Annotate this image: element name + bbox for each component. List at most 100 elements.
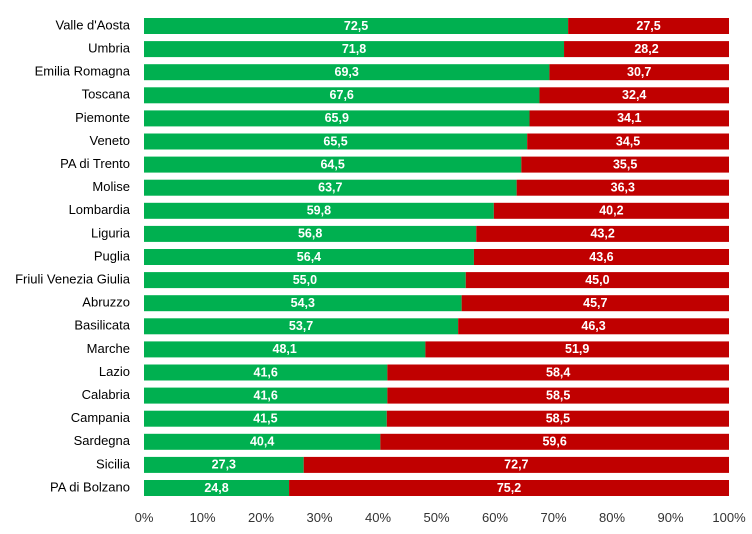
category-label: Piemonte <box>75 110 130 125</box>
bar-segment-red <box>458 318 729 335</box>
bar-segment-green <box>144 87 540 104</box>
bar-segment-red <box>387 387 729 404</box>
data-label: 40,4 <box>250 435 274 449</box>
x-tick-label: 20% <box>248 510 274 525</box>
x-tick-label: 100% <box>712 510 746 525</box>
data-label: 27,3 <box>212 458 236 472</box>
category-label: Emilia Romagna <box>35 64 131 79</box>
category-label: Abruzzo <box>82 295 130 310</box>
data-label: 58,5 <box>546 388 570 402</box>
bar-segment-green <box>144 156 522 173</box>
bar-segment-red <box>521 156 729 173</box>
bar-segment-green <box>144 202 494 219</box>
category-label: Calabria <box>82 387 131 402</box>
data-label: 67,6 <box>330 88 354 102</box>
category-label: Campania <box>71 410 131 425</box>
data-label: 58,4 <box>546 365 570 379</box>
bar-segment-red <box>425 341 729 358</box>
bar-segment-green <box>144 272 466 289</box>
bar-segment-green <box>144 480 290 496</box>
data-label: 48,1 <box>273 342 297 356</box>
category-label: Friuli Venezia Giulia <box>15 272 131 287</box>
data-label: 75,2 <box>497 481 521 495</box>
data-label: 41,6 <box>254 388 278 402</box>
bar-segment-red <box>386 410 729 427</box>
data-label: 72,5 <box>344 19 368 33</box>
category-label: Lazio <box>99 364 130 379</box>
data-label: 59,6 <box>542 435 566 449</box>
data-label: 41,5 <box>253 411 277 425</box>
bar-segment-green <box>144 225 477 242</box>
data-label: 71,8 <box>342 42 366 56</box>
bar-segment-green <box>144 341 426 358</box>
category-label: Sicilia <box>96 456 131 471</box>
data-label: 58,5 <box>546 411 570 425</box>
category-label: Sardegna <box>74 433 131 448</box>
bar-segment-green <box>144 387 388 404</box>
category-label: Puglia <box>94 248 131 263</box>
data-label: 53,7 <box>289 319 313 333</box>
category-label: Liguria <box>91 225 131 240</box>
x-tick-label: 40% <box>365 510 391 525</box>
bar-segment-green <box>144 433 381 450</box>
bar-segment-red <box>461 295 729 312</box>
data-label: 69,3 <box>335 65 359 79</box>
category-label: Basilicata <box>74 318 130 333</box>
bar-segment-red <box>564 41 729 58</box>
data-label: 43,2 <box>590 227 614 241</box>
bar-segment-green <box>144 179 517 196</box>
category-label: Marche <box>87 341 130 356</box>
bar-segment-green <box>144 249 474 265</box>
category-label: Umbria <box>88 41 131 56</box>
x-tick-label: 70% <box>540 510 566 525</box>
x-tick-label: 80% <box>599 510 625 525</box>
bar-segment-red <box>529 110 729 127</box>
data-label: 65,5 <box>323 134 347 148</box>
data-label: 43,6 <box>589 250 613 264</box>
bar-segment-red <box>289 480 729 496</box>
bar-segment-green <box>144 364 388 381</box>
data-label: 28,2 <box>634 42 658 56</box>
data-label: 34,1 <box>617 111 641 125</box>
data-label: 65,9 <box>325 111 349 125</box>
data-label: 54,3 <box>291 296 315 310</box>
x-tick-label: 0% <box>135 510 154 525</box>
data-label: 56,8 <box>298 227 322 241</box>
x-tick-label: 10% <box>189 510 215 525</box>
data-label: 41,6 <box>254 365 278 379</box>
data-label: 46,3 <box>581 319 605 333</box>
category-label: Veneto <box>90 133 131 148</box>
bar-segment-green <box>144 41 565 58</box>
data-label: 34,5 <box>616 134 640 148</box>
bar-segment-green <box>144 18 569 34</box>
category-label: PA di Bolzano <box>50 479 130 494</box>
data-label: 55,0 <box>293 273 317 287</box>
bar-segment-red <box>473 249 729 265</box>
x-tick-label: 60% <box>482 510 508 525</box>
category-label: PA di Trento <box>60 156 130 171</box>
bar-segment-red <box>568 18 729 34</box>
data-label: 24,8 <box>204 481 228 495</box>
x-tick-label: 30% <box>306 510 332 525</box>
bar-segment-red <box>303 456 729 473</box>
x-tick-label: 50% <box>423 510 449 525</box>
bar-segment-red <box>539 87 729 104</box>
bar-segment-red <box>387 364 729 381</box>
category-label: Valle d'Aosta <box>55 17 130 32</box>
data-label: 56,4 <box>297 250 321 264</box>
data-label: 35,5 <box>613 157 637 171</box>
bar-segment-green <box>144 456 304 473</box>
data-label: 36,3 <box>611 180 635 194</box>
bar-segment-green <box>144 410 387 427</box>
category-label: Toscana <box>82 87 131 102</box>
bar-segment-red <box>549 64 729 81</box>
bar-segment-red <box>380 433 729 450</box>
bar-segment-green <box>144 133 528 150</box>
bar-segment-red <box>476 225 729 242</box>
data-label: 64,5 <box>320 157 344 171</box>
bar-segment-red <box>465 272 729 289</box>
data-label: 51,9 <box>565 342 589 356</box>
bar-segment-green <box>144 318 459 335</box>
data-label: 72,7 <box>504 458 528 472</box>
